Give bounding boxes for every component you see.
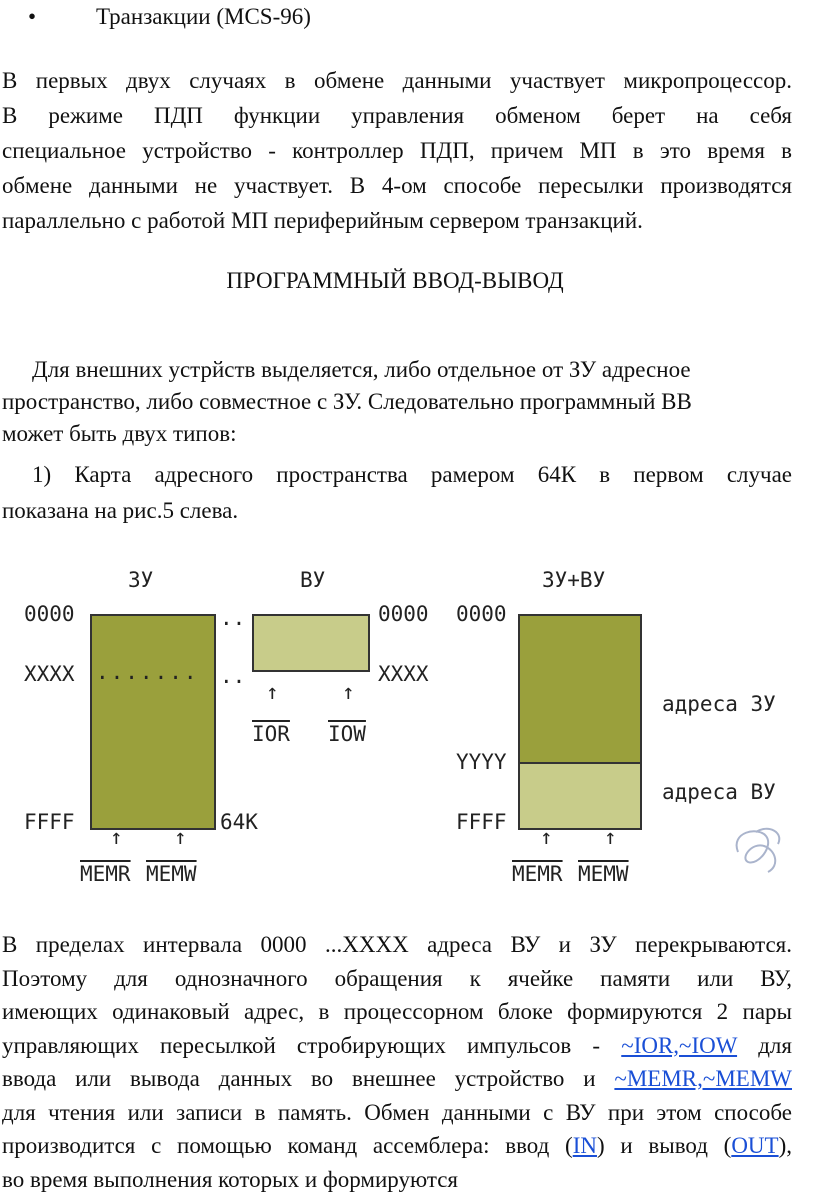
size-64k: 64K: [220, 810, 258, 834]
arrow-up-icon: ↑: [110, 825, 123, 849]
para2-line: Для внешних устрйств выделяется, либо от…: [32, 357, 691, 382]
legend-zu: адреса ЗУ: [662, 692, 776, 716]
para4-line: ввода или вывода данных во внешнее устро…: [2, 1064, 792, 1098]
zu-overlap-dots: .......: [96, 660, 199, 684]
bullet-item: • Транзакции (MCS-96): [0, 0, 816, 36]
para3-line: показана на рис.5 слева.: [2, 498, 239, 523]
para4-text: производится с помощью команд ассемблера…: [2, 1133, 573, 1158]
arrow-up-icon: ↑: [174, 825, 187, 849]
para4-text: ) и вывод (: [596, 1133, 732, 1158]
memr-signal: MEMR: [80, 862, 131, 886]
section-heading: ПРОГРАММНЫЙ ВВОД-ВЫВОД: [226, 268, 564, 293]
dots-bottom: ..: [220, 664, 246, 688]
ior-signal: IOR: [252, 722, 290, 746]
zuvu-addr-yyyy: YYYY: [456, 750, 507, 774]
zuvu-addr-0000: 0000: [456, 602, 507, 626]
memr-memw-link[interactable]: ~MEMR,~MEMW: [614, 1066, 792, 1091]
para4-line: Поэтому для однозначного обращения к яче…: [2, 965, 792, 991]
para4-text: для: [737, 1032, 792, 1058]
zuvu-addr-ffff: FFFF: [456, 810, 507, 834]
para4-text: управляющих пересылкой стробирующих импу…: [2, 1032, 622, 1058]
para3-line: 1) Карта адресного пространства рамером …: [32, 462, 792, 487]
ior-iow-link[interactable]: ~IOR,~IOW: [621, 1032, 738, 1058]
vu-addr-xxxx: XXXX: [378, 662, 429, 686]
bullet-symbol: •: [28, 4, 37, 29]
dots-top: ..: [220, 606, 246, 630]
in-command-link[interactable]: IN: [572, 1133, 597, 1158]
zu-memory-block: [90, 614, 216, 830]
vu-block: [252, 614, 370, 672]
zu-addr-ffff: FFFF: [24, 810, 75, 834]
para2-line: может быть двух типов:: [2, 421, 237, 446]
paragraph-3: 1) Карта адресного пространства рамером …: [2, 460, 792, 528]
para2-line: пространство, либо совместное с ЗУ. След…: [2, 389, 692, 414]
zuvu-zu-region: [518, 614, 642, 764]
signature-watermark-icon: [735, 827, 781, 873]
address-map-figure: ЗУ 0000 XXXX FFFF ....... 64K ↑ ↑ MEMR M…: [0, 560, 816, 895]
bullet-text: Транзакции (MCS-96): [96, 4, 311, 29]
para1-line: В режиме ПДП функции управления обменом …: [2, 103, 792, 128]
zu-title: ЗУ: [128, 568, 154, 592]
legend-vu: адреса ВУ: [662, 780, 776, 804]
para1-line: специальное устройство - контроллер ПДП,…: [2, 138, 792, 163]
zuvu-vu-region: [518, 762, 642, 830]
para4-line: В пределах интервала 0000 ...XXXX адреса…: [2, 932, 792, 957]
para1-line: обмене данными не участвует. В 4-ом спос…: [2, 173, 792, 198]
out-command-link[interactable]: OUT: [731, 1133, 779, 1158]
para4-line: управляющих пересылкой стробирующих импу…: [2, 1031, 792, 1065]
vu-addr-0000: 0000: [378, 602, 429, 626]
para4-line: имеющих одинаковый адрес, в процессорном…: [2, 999, 792, 1024]
zuvu-title: ЗУ+ВУ: [542, 568, 606, 592]
paragraph-4: В пределах интервала 0000 ...XXXX адреса…: [2, 930, 792, 1198]
zu-addr-xxxx: XXXX: [24, 662, 75, 686]
zu-addr-0000: 0000: [24, 602, 75, 626]
arrow-up-icon: ↑: [266, 680, 279, 704]
para4-text: ),: [778, 1133, 793, 1158]
para4-line: во время выполнения которых и формируютс…: [2, 1166, 458, 1192]
arrow-up-icon: ↑: [342, 680, 355, 704]
memw-signal: MEMW: [578, 862, 629, 886]
iow-signal: IOW: [328, 722, 366, 746]
memr-signal: MEMR: [512, 862, 563, 886]
vu-title: ВУ: [300, 568, 326, 592]
para1-line: В первых двух случаях в обмене данными у…: [2, 68, 792, 93]
para4-line: для чтения или записи в память. Обмен да…: [2, 1099, 792, 1125]
paragraph-2: Для внешних устрйств выделяется, либо от…: [2, 355, 792, 451]
para1-line: параллельно с работой МП периферийным се…: [2, 208, 643, 233]
memw-signal: MEMW: [146, 862, 197, 886]
paragraph-1: В первых двух случаях в обмене данными у…: [2, 66, 792, 241]
para4-text: ввода или вывода данных во внешнее устро…: [2, 1066, 615, 1091]
para4-line: производится с помощью команд ассемблера…: [2, 1131, 792, 1165]
arrow-up-icon: ↑: [540, 825, 553, 849]
arrow-up-icon: ↑: [604, 825, 617, 849]
